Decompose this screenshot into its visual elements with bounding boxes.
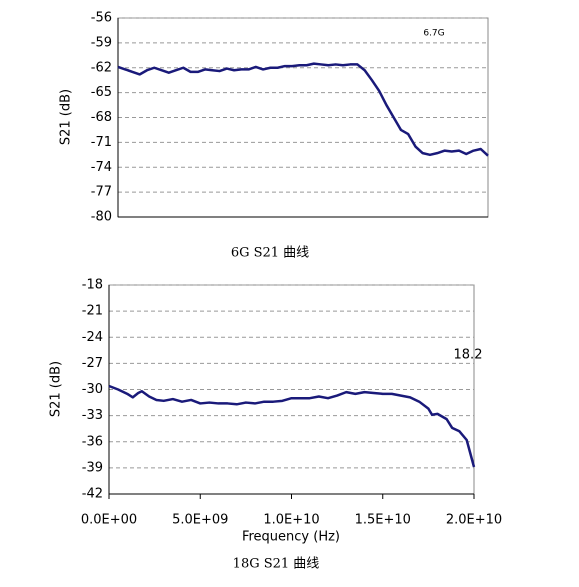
y-tick-label: -68 [91,110,112,125]
y-tick-label: -18 [82,278,103,293]
x-tick-label: 2.0E+10 [446,513,502,528]
y-tick-label: -80 [91,210,112,225]
x-axis-label: Frequency (Hz) [242,530,340,545]
y-tick-label: -30 [82,382,103,397]
y-tick-label: -24 [82,330,103,345]
x-tick-label: 0.0E+00 [81,513,137,528]
y-tick-label: -36 [82,434,103,449]
y-tick-label: -39 [82,460,103,475]
x-tick-label: 1.0E+10 [263,513,319,528]
y-tick-label: -59 [91,35,112,50]
y-tick-label: -21 [82,304,103,319]
y-tick-label: -33 [82,408,103,423]
y-tick-label: -74 [91,160,112,175]
y-tick-label: -62 [91,60,112,75]
y-tick-label: -56 [91,11,112,26]
y-tick-label: -27 [82,356,103,371]
y-tick-label: -65 [91,85,112,100]
y-tick-label: -77 [91,185,112,200]
y-tick-label: -71 [91,135,112,150]
x-tick-label: 5.0E+09 [172,513,228,528]
annotation: 6.7G [423,29,444,39]
y-axis-label: S21 (dB) [49,361,64,417]
caption: 18G S21 曲线 [233,557,320,572]
line [117,62,489,157]
annotation: 18.2 [454,348,483,363]
caption: 6G S21 曲线 [231,246,309,261]
y-tick-label: -42 [82,487,103,502]
y-axis-label: S21 (dB) [59,89,74,145]
line [108,384,476,468]
x-tick-label: 1.5E+10 [355,513,411,528]
